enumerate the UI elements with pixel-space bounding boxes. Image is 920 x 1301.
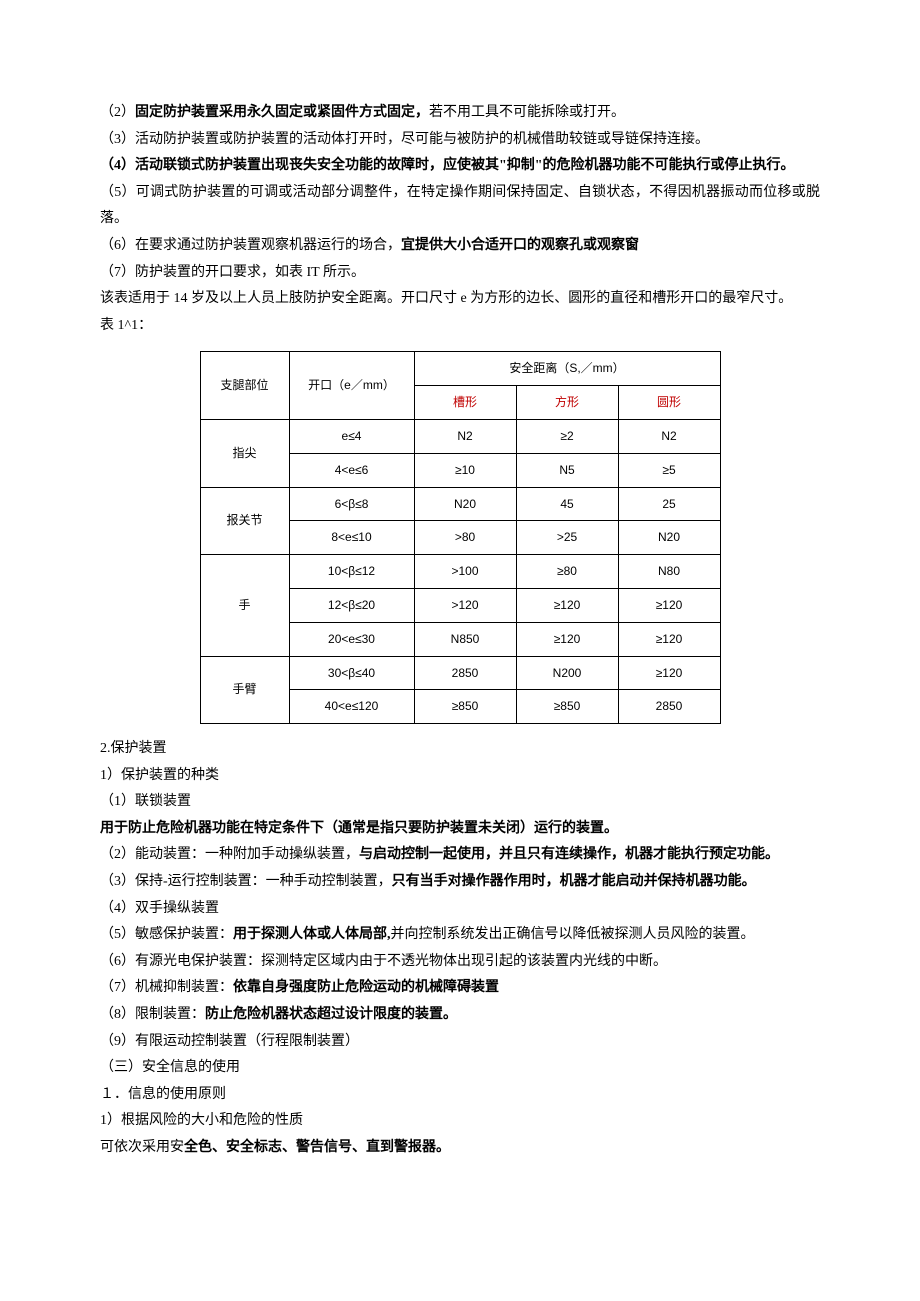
- th-slot: 槽形: [414, 386, 516, 420]
- table-row: 指尖e≤4N2≥2N2: [200, 419, 720, 453]
- sec-3-1-1: 1）根据风险的大小和危险的性质: [100, 1108, 820, 1135]
- cell-value: ≥2: [516, 419, 618, 453]
- cell-value: ≥850: [516, 690, 618, 724]
- para-7: （7）防护装置的开口要求，如表 IT 所示。: [100, 260, 820, 287]
- cell-value: >100: [414, 555, 516, 589]
- table-label: 表 1^1：: [100, 313, 820, 340]
- table-row: 手10<β≤12>100≥80N80: [200, 555, 720, 589]
- cell-part: 手臂: [200, 656, 289, 724]
- th-distance: 安全距离（S,／mm）: [414, 352, 720, 386]
- cell-value: ≥80: [516, 555, 618, 589]
- th-part: 支腿部位: [200, 352, 289, 420]
- sec-2-1-7: （7）机械抑制装置：依靠自身强度防止危险运动的机械障碍装置: [100, 975, 820, 1002]
- cell-value: ≥10: [414, 453, 516, 487]
- cell-value: N80: [618, 555, 720, 589]
- th-circle: 圆形: [618, 386, 720, 420]
- sec-2-1-5: （5）敏感保护装置：用于探测人体或人体局部,并向控制系统发出正确信号以降低被探测…: [100, 922, 820, 949]
- para-6: （6）在要求通过防护装置观察机器运行的场合，宜提供大小合适开口的观察孔或观察窗: [100, 233, 820, 260]
- cell-value: e≤4: [289, 419, 414, 453]
- sec-2-1-3: （3）保持-运行控制装置：一种手动控制装置，只有当手对操作器作用时，机器才能启动…: [100, 869, 820, 896]
- cell-value: >25: [516, 521, 618, 555]
- cell-value: N20: [414, 487, 516, 521]
- sec-2-1-8: （8）限制装置：防止危险机器状态超过设计限度的装置。: [100, 1002, 820, 1029]
- sec-2-1-4: （4）双手操纵装置: [100, 896, 820, 923]
- cell-value: N850: [414, 622, 516, 656]
- cell-part: 手: [200, 555, 289, 656]
- cell-value: 45: [516, 487, 618, 521]
- cell-value: N200: [516, 656, 618, 690]
- cell-value: 30<β≤40: [289, 656, 414, 690]
- cell-value: 6<β≤8: [289, 487, 414, 521]
- para-5: （5）可调式防护装置的可调或活动部分调整件，在特定操作期间保持固定、自锁状态，不…: [100, 180, 820, 233]
- sec-2-1-1: （1）联锁装置: [100, 789, 820, 816]
- sec-2-1-6: （6）有源光电保护装置：探测特定区域内由于不透光物体出现引起的该装置内光线的中断…: [100, 949, 820, 976]
- cell-part: 报关节: [200, 487, 289, 555]
- sec-2-1-2: （2）能动装置：一种附加手动操纵装置，与启动控制一起使用，并且只有连续操作，机器…: [100, 842, 820, 869]
- sec-2-1-9: （9）有限运动控制装置（行程限制装置）: [100, 1029, 820, 1056]
- sec-3: （三）安全信息的使用: [100, 1055, 820, 1082]
- cell-value: 25: [618, 487, 720, 521]
- cell-value: ≥120: [516, 622, 618, 656]
- cell-value: ≥5: [618, 453, 720, 487]
- cell-value: >120: [414, 588, 516, 622]
- sec-3-1-2: 可依次采用安全色、安全标志、警告信号、直到警报器。: [100, 1135, 820, 1162]
- sec-2-1: 1）保护装置的种类: [100, 763, 820, 790]
- cell-value: N20: [618, 521, 720, 555]
- para-4: （4）活动联锁式防护装置出现丧失安全功能的故障时，应使被其"抑制"的危险机器功能…: [100, 153, 820, 180]
- cell-value: ≥120: [618, 656, 720, 690]
- table-row: 报关节6<β≤8N204525: [200, 487, 720, 521]
- sec-3-1: １．信息的使用原则: [100, 1082, 820, 1109]
- sec-2: 2.保护装置: [100, 736, 820, 763]
- para-3: （3）活动防护装置或防护装置的活动体打开时，尽可能与被防护的机械借助较链或导链保…: [100, 127, 820, 154]
- cell-value: 2850: [414, 656, 516, 690]
- cell-value: 10<β≤12: [289, 555, 414, 589]
- cell-value: 2850: [618, 690, 720, 724]
- cell-value: ≥120: [618, 588, 720, 622]
- cell-value: 20<e≤30: [289, 622, 414, 656]
- cell-value: 4<e≤6: [289, 453, 414, 487]
- cell-value: N2: [414, 419, 516, 453]
- table-row: 手臂30<β≤402850N200≥120: [200, 656, 720, 690]
- cell-value: 12<β≤20: [289, 588, 414, 622]
- th-square: 方形: [516, 386, 618, 420]
- th-opening: 开口（e／mm）: [289, 352, 414, 420]
- sec-2-1-1b: 用于防止危险机器功能在特定条件下（通常是指只要防护装置未关闭）运行的装置。: [100, 816, 820, 843]
- cell-value: 40<e≤120: [289, 690, 414, 724]
- cell-part: 指尖: [200, 419, 289, 487]
- cell-value: >80: [414, 521, 516, 555]
- cell-value: ≥120: [618, 622, 720, 656]
- para-2: （2）固定防护装置采用永久固定或紧固件方式固定，若不用工具不可能拆除或打开。: [100, 100, 820, 127]
- cell-value: 8<e≤10: [289, 521, 414, 555]
- safety-distance-table: 支腿部位 开口（e／mm） 安全距离（S,／mm） 槽形 方形 圆形 指尖e≤4…: [200, 351, 721, 724]
- table-note: 该表适用于 14 岁及以上人员上肢防护安全距离。开口尺寸 e 为方形的边长、圆形…: [100, 286, 820, 313]
- cell-value: N5: [516, 453, 618, 487]
- cell-value: ≥850: [414, 690, 516, 724]
- cell-value: N2: [618, 419, 720, 453]
- cell-value: ≥120: [516, 588, 618, 622]
